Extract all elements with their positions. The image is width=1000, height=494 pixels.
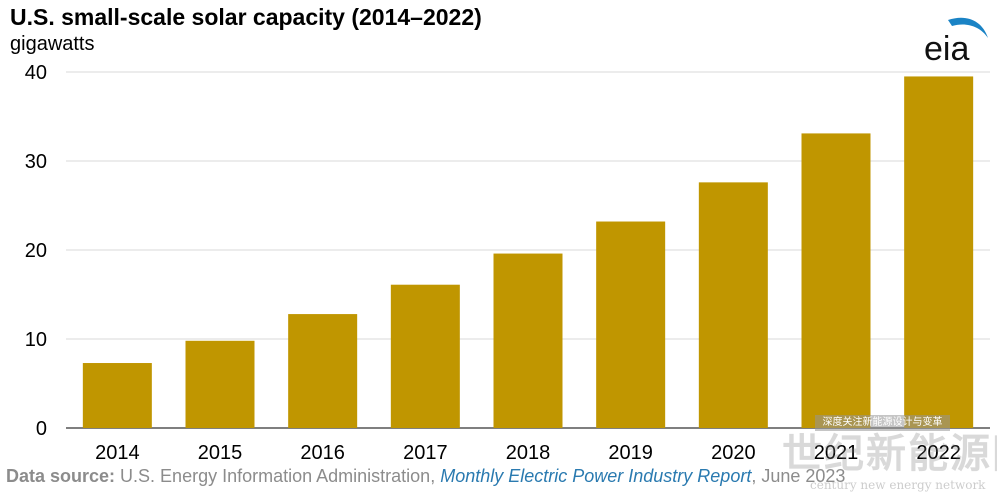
x-tick-label: 2019 xyxy=(608,442,653,464)
data-source: Data source: U.S. Energy Information Adm… xyxy=(6,466,845,487)
bar-2017 xyxy=(390,284,460,428)
x-tick-label: 2014 xyxy=(95,442,140,464)
watermark-tag: 深度关注新能源设计与变革 xyxy=(815,415,950,431)
eia-logo-swoosh xyxy=(948,17,988,38)
y-tick-label: 20 xyxy=(25,240,47,262)
bar-2022 xyxy=(904,76,974,428)
source-date: , June 2023 xyxy=(751,466,846,486)
eia-logo-text: eia xyxy=(924,30,969,68)
chart-title: U.S. small-scale solar capacity (2014–20… xyxy=(10,4,482,30)
chart-subtitle-units: gigawatts xyxy=(10,33,95,55)
bars xyxy=(82,76,974,428)
y-axis-ticks: 0 10 20 30 40 xyxy=(25,62,47,440)
eia-logo: eia xyxy=(924,17,988,68)
x-tick-label: 2020 xyxy=(711,442,756,464)
source-label: Data source: xyxy=(6,466,116,486)
x-tick-label: 2018 xyxy=(506,442,551,464)
x-tick-label: 2017 xyxy=(403,442,448,464)
y-tick-label: 10 xyxy=(25,329,47,351)
x-axis-ticks: 2014 2015 2016 2017 2018 2019 2020 2021 2022 xyxy=(95,442,961,464)
bar-2019 xyxy=(596,221,666,428)
source-text: U.S. Energy Information Administration, xyxy=(115,466,441,486)
bar-2018 xyxy=(493,253,563,428)
bar-2016 xyxy=(288,314,358,428)
bar-2014 xyxy=(82,363,152,428)
bar-2020 xyxy=(698,182,768,428)
x-tick-label: 2016 xyxy=(300,442,345,464)
x-tick-label: 2021 xyxy=(814,442,859,464)
x-tick-label: 2022 xyxy=(916,442,961,464)
bar-2021 xyxy=(801,133,871,428)
bar-2015 xyxy=(185,340,255,428)
y-tick-label: 30 xyxy=(25,151,47,173)
y-tick-label: 0 xyxy=(36,418,47,440)
y-tick-label: 40 xyxy=(25,62,47,84)
source-report-link[interactable]: Monthly Electric Power Industry Report xyxy=(440,466,752,486)
x-tick-label: 2015 xyxy=(198,442,243,464)
